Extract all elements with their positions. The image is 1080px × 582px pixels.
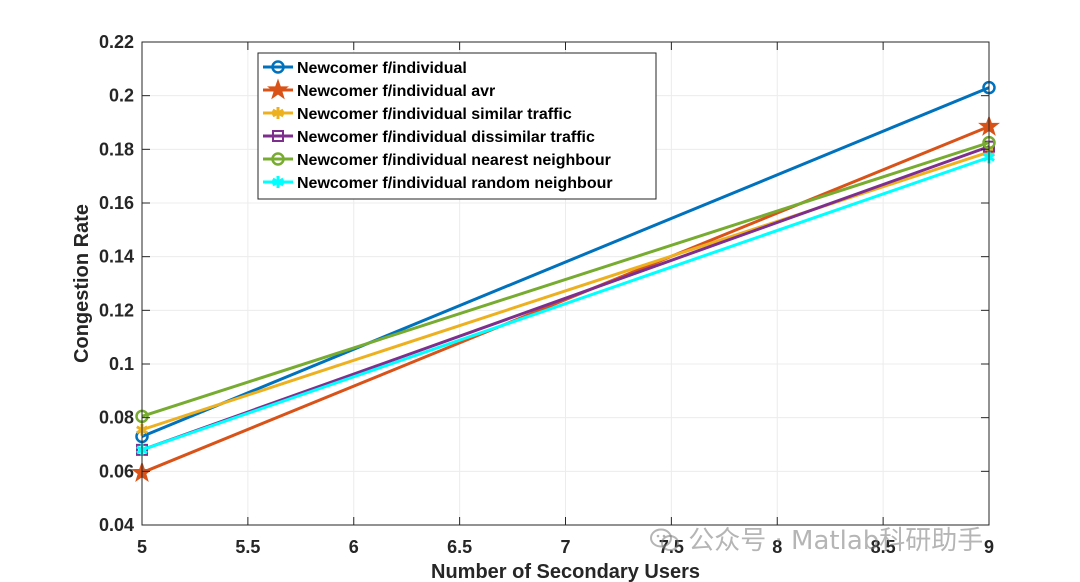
y-tick-label: 0.12 [99,300,134,320]
x-tick-label: 5 [137,537,147,557]
y-tick-label: 0.14 [99,247,134,267]
series-lines [131,80,1000,483]
legend-label: Newcomer f/individual random neighbour [297,175,613,192]
series-line [141,86,990,438]
legend[interactable]: Newcomer f/individual Newcomer f/individu… [257,52,657,200]
tick-labels: 5 5.5 6 6.5 7 7.5 8 8.5 90.040.060.080.10.120.14… [99,32,994,557]
y-tick-label: 0.2 [109,86,134,106]
axes [141,41,990,526]
legend-box [257,52,657,200]
x-tick-label: 6.5 [447,537,472,557]
legend-label: Newcomer f/individual similar traffic [297,106,572,123]
x-tick-label: 8.5 [871,537,896,557]
series-line [141,141,990,418]
y-tick-label: 0.16 [99,193,134,213]
wechat-icon [650,528,679,551]
legend-marker [271,152,285,166]
y-tick-label: 0.08 [99,408,134,428]
x-axis-label: Number of Secondary Users [431,561,700,582]
x-tick-label: 8 [772,537,782,557]
legend-item[interactable]: Newcomer f/individual random neighbour [263,175,613,192]
x-tick-label: 7 [560,537,570,557]
legend-marker [272,176,284,188]
y-tick-label: 0.06 [99,461,134,481]
y-tick-label: 0.1 [109,354,134,374]
watermark-text: 公众号 · Matlab科研助手 [688,526,984,556]
y-tick-label: 0.22 [99,32,134,52]
legend-marker [271,60,285,74]
legend-label: Newcomer f/individual nearest neighbour [297,152,611,169]
legend-marker [272,107,284,119]
legend-item[interactable]: Newcomer f/individual [263,60,467,77]
x-tick-label: 9 [984,537,994,557]
y-axis-label: Congestion Rate [71,204,93,363]
legend-label: Newcomer f/individual [297,60,467,77]
series-line [141,155,990,452]
legend-item[interactable]: Newcomer f/individual nearest neighbour [263,152,611,169]
x-tick-label: 6 [349,537,359,557]
legend-marker [267,78,289,100]
legend-label: Newcomer f/individual dissimilar traffic [297,129,595,146]
legend-label: Newcomer f/individual avr [297,83,495,100]
series-line [141,145,990,452]
plot-frame [141,41,990,526]
legend-item[interactable]: Newcomer f/individual dissimilar traffic [263,129,595,146]
x-tick-label: 5.5 [235,537,260,557]
legend-item[interactable]: Newcomer f/individual similar traffic [263,106,572,123]
y-tick-label: 0.18 [99,139,134,159]
watermark: 公众号 · Matlab科研助手 [650,520,983,557]
legend-item[interactable]: Newcomer f/individual avr [263,78,495,100]
legend-marker [272,130,284,142]
y-tick-label: 0.04 [99,515,134,535]
